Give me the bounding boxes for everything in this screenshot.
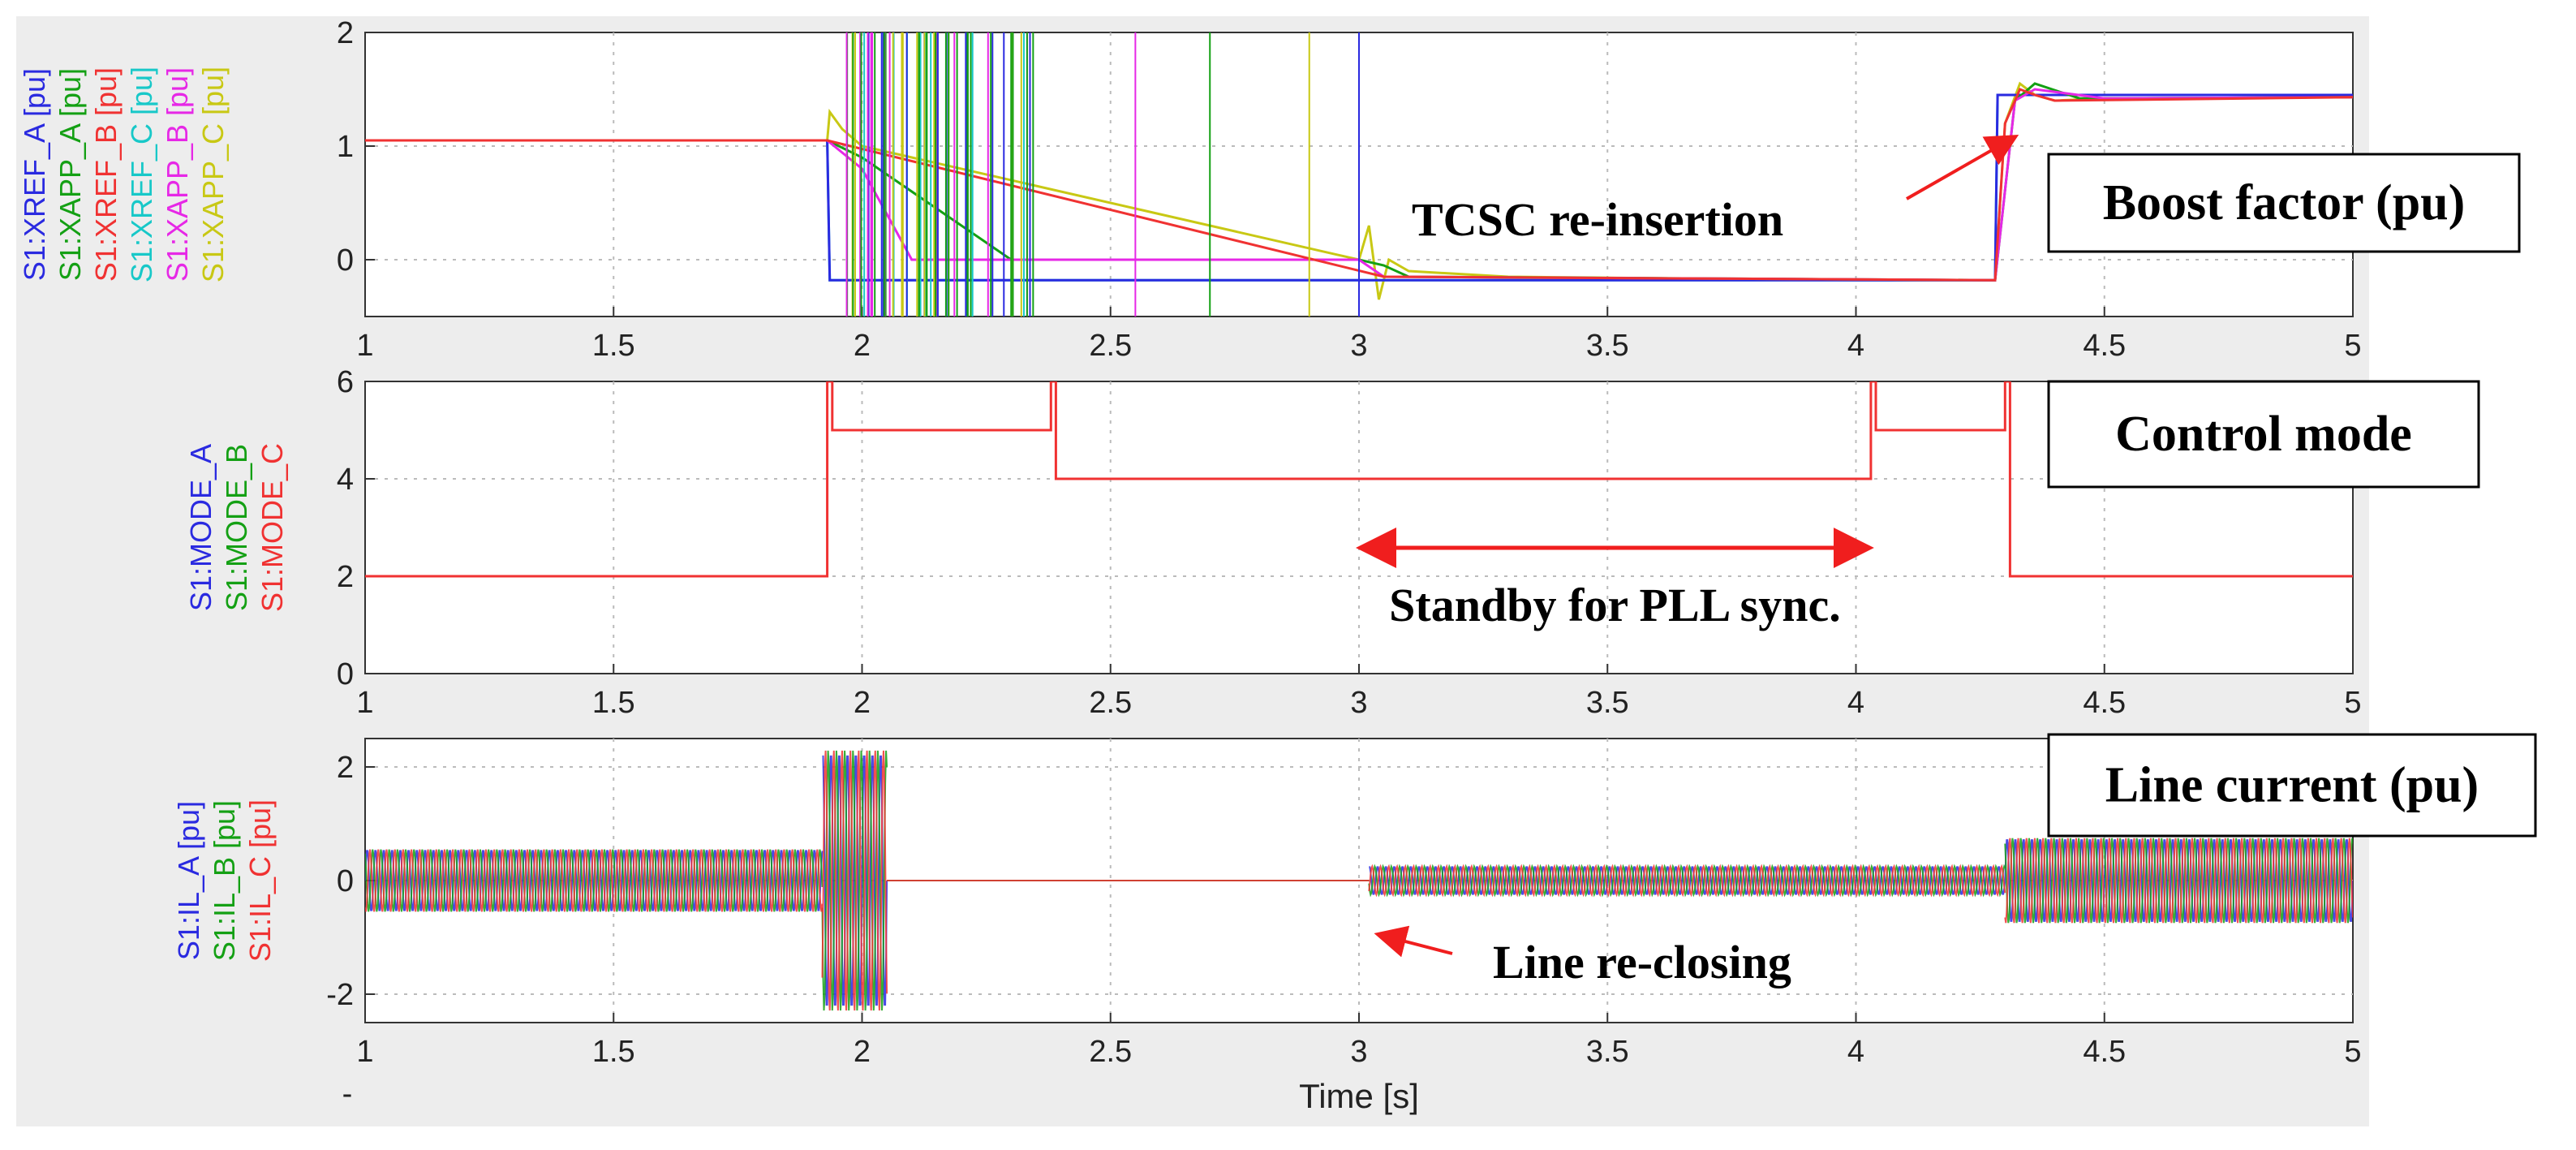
x-tick-label: 1.5	[592, 686, 635, 720]
y-axis-label: S1:MODE_B	[220, 444, 253, 611]
annotation-arrow	[1374, 925, 1453, 958]
x-tick-label: 1.5	[592, 329, 635, 363]
series-group	[365, 32, 2353, 317]
x-tick-label: 4.5	[2083, 686, 2126, 720]
series-line-S1-IL-C	[365, 750, 2353, 1011]
x-tick-label: 3	[1350, 686, 1367, 720]
y-axis-label: S1:IL_B [pu]	[208, 800, 241, 961]
x-tick-label: 2	[854, 329, 871, 363]
annotation-text: Line re-closing	[1493, 936, 1791, 988]
y-tick-label: 2	[337, 16, 354, 50]
y-axis-label: S1:XAPP_B [pu]	[161, 67, 194, 282]
x-tick-label: 1	[356, 329, 373, 363]
y-tick-label: 2	[337, 560, 354, 594]
x-tick-label: 4	[1847, 329, 1864, 363]
x-tick-label: 5	[2344, 686, 2361, 720]
x-tick-label: 2.5	[1089, 1035, 1132, 1069]
panel-label-text: Boost factor (pu)	[2103, 175, 2466, 230]
annotation-text: Standby for PLL sync.	[1389, 579, 1841, 631]
x-tick-label: 2.5	[1089, 686, 1132, 720]
y-tick-label: 4	[337, 463, 354, 497]
x-tick-label: 4	[1847, 686, 1864, 720]
y-axis-label: S1:MODE_A	[184, 444, 217, 611]
series-line-S1-XAPP-A	[365, 82, 2353, 282]
panel-label-text: Control mode	[2115, 407, 2412, 462]
x-axis-label: Time [s]	[1299, 1077, 1419, 1115]
x-tick-label: 1.5	[592, 1035, 635, 1069]
series-line-S1-IL-B	[365, 750, 2353, 1011]
x-tick-label: 3	[1350, 1035, 1367, 1069]
x-tick-label: 5	[2344, 329, 2361, 363]
y-tick-label: 1	[337, 130, 354, 164]
y-tick-label: 0	[337, 864, 354, 898]
y-axis-label: S1:XREF_C [pu]	[125, 67, 158, 282]
x-tick-label: 2	[854, 1035, 871, 1069]
x-tick-label: 4.5	[2083, 329, 2126, 363]
y-axis-label: S1:XAPP_C [pu]	[196, 67, 230, 282]
panel-label-box	[2047, 380, 2480, 489]
y-axis-label: S1:XAPP_A [pu]	[54, 68, 87, 281]
series-group	[365, 750, 2353, 1011]
y-axis-label: S1:XREF_A [pu]	[18, 68, 51, 281]
x-tick-label: 5	[2344, 1035, 2361, 1069]
x-tick-label: 3.5	[1586, 1035, 1629, 1069]
x-tick-label: 3.5	[1586, 686, 1629, 720]
y-tick-label: 6	[337, 365, 354, 399]
y-tick-label: -2	[326, 978, 354, 1012]
x-tick-label: 2	[854, 686, 871, 720]
y-tick-label: 0	[337, 243, 354, 278]
x-tick-label: 1	[356, 686, 373, 720]
y-tick-label: 0	[337, 657, 354, 691]
series-line-S1-MODE-C	[365, 381, 2353, 578]
y-tick-label: 2	[337, 751, 354, 785]
x-tick-label: 3	[1350, 329, 1367, 363]
x-tick-label: 4.5	[2083, 1035, 2126, 1069]
y-axis-label: S1:IL_C [pu]	[243, 799, 277, 962]
x-tick-label: 1	[356, 1035, 373, 1069]
panel-current: 1 1.5 2 2.5 3 3.5 4 4.5 520-2-S1:IL_A [pu] S1:IL_…	[172, 733, 2537, 1115]
y-axis-label: S1:MODE_C	[256, 443, 289, 612]
panel-label-box	[2047, 733, 2537, 838]
y-axis-label: S1:IL_A [pu]	[172, 801, 205, 960]
panel-label-box	[2047, 153, 2521, 253]
x-tick-label: 3.5	[1586, 329, 1629, 363]
y-axis-label: S1:XREF_B [pu]	[89, 67, 123, 282]
x-tick-extra: -	[342, 1077, 353, 1111]
annotation-text: TCSC re-insertion	[1412, 193, 1783, 246]
x-tick-label: 2.5	[1089, 329, 1132, 363]
series-group	[365, 381, 2353, 578]
annotation-arrow	[1906, 135, 2019, 200]
x-tick-label: 4	[1847, 1035, 1864, 1069]
panel-label-text: Line current (pu)	[2105, 758, 2479, 813]
